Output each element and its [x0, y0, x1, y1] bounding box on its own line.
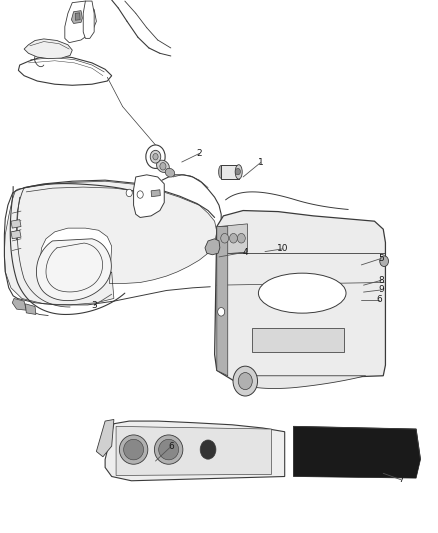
Circle shape	[233, 366, 258, 396]
Polygon shape	[134, 175, 164, 217]
Polygon shape	[24, 39, 72, 59]
Text: 6: 6	[168, 442, 174, 451]
Text: 8: 8	[378, 276, 384, 285]
Text: 6: 6	[376, 295, 382, 304]
Text: 2: 2	[197, 149, 202, 158]
Circle shape	[160, 163, 166, 170]
Text: 5: 5	[378, 254, 384, 263]
Polygon shape	[116, 426, 272, 475]
Circle shape	[218, 308, 225, 316]
Ellipse shape	[219, 165, 224, 178]
Ellipse shape	[165, 168, 175, 177]
Polygon shape	[221, 165, 239, 179]
Polygon shape	[65, 1, 96, 43]
Ellipse shape	[124, 439, 144, 460]
Polygon shape	[18, 56, 112, 85]
Polygon shape	[11, 220, 21, 228]
Circle shape	[137, 191, 143, 198]
Polygon shape	[219, 224, 247, 254]
Polygon shape	[4, 181, 217, 305]
Circle shape	[237, 233, 245, 243]
Circle shape	[235, 168, 240, 175]
Circle shape	[380, 256, 389, 266]
Polygon shape	[217, 227, 228, 376]
Ellipse shape	[119, 435, 148, 464]
Ellipse shape	[258, 273, 346, 313]
Polygon shape	[36, 239, 111, 301]
Polygon shape	[12, 298, 26, 310]
Circle shape	[146, 145, 165, 168]
Polygon shape	[151, 190, 160, 197]
Polygon shape	[71, 11, 82, 23]
Polygon shape	[215, 211, 385, 381]
Circle shape	[238, 373, 252, 390]
Ellipse shape	[159, 439, 179, 460]
Text: 3: 3	[91, 301, 97, 310]
Polygon shape	[11, 230, 21, 239]
Circle shape	[126, 189, 132, 197]
Circle shape	[230, 233, 237, 243]
Polygon shape	[234, 376, 366, 389]
Polygon shape	[252, 328, 344, 352]
Text: 10: 10	[277, 245, 288, 253]
Circle shape	[150, 150, 161, 163]
Text: 1: 1	[258, 158, 264, 167]
Ellipse shape	[235, 165, 242, 179]
Ellipse shape	[156, 160, 170, 173]
Circle shape	[200, 440, 216, 459]
Polygon shape	[96, 419, 114, 457]
Polygon shape	[293, 426, 420, 478]
Polygon shape	[205, 239, 220, 255]
Text: 4: 4	[243, 248, 248, 256]
Ellipse shape	[154, 435, 183, 464]
Circle shape	[153, 154, 158, 160]
Text: 9: 9	[378, 286, 384, 294]
Polygon shape	[83, 1, 94, 38]
Polygon shape	[75, 13, 80, 20]
Circle shape	[221, 233, 229, 243]
Polygon shape	[25, 304, 36, 314]
Text: 7: 7	[398, 475, 404, 484]
Polygon shape	[105, 421, 285, 481]
